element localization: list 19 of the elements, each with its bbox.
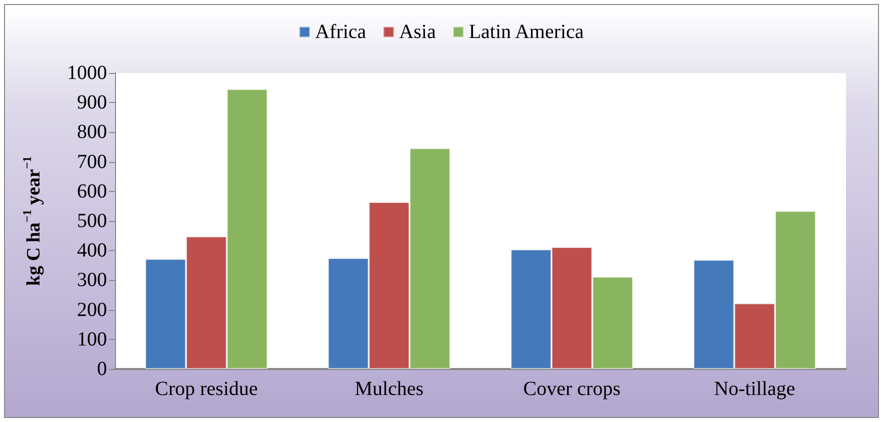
y-axis-title: kg C ha−1 year−1 [20, 156, 44, 286]
y-tick-label: 100 [77, 328, 107, 350]
y-tick-label: 700 [77, 150, 107, 173]
y-tick-label: 1000 [67, 62, 107, 84]
y-tick-label: 300 [77, 269, 107, 292]
y-tick-label: 0 [97, 358, 107, 380]
y-tick-label: 600 [77, 180, 107, 202]
x-tick-label: Crop residue [154, 378, 258, 400]
y-tick-label: 400 [77, 240, 107, 262]
y-tick-label: 200 [77, 298, 107, 321]
x-tick-label: No-tillage [714, 378, 796, 400]
y-tick-label: 900 [77, 92, 107, 114]
legend-label: Africa [315, 21, 366, 43]
y-tick-label: 800 [77, 121, 107, 144]
legend-label: Latin America [468, 21, 584, 43]
x-tick-label: Mulches [354, 378, 424, 400]
y-tick-label: 500 [77, 210, 107, 232]
legend-label: Asia [399, 21, 436, 43]
x-tick-label: Cover crops [523, 378, 621, 400]
